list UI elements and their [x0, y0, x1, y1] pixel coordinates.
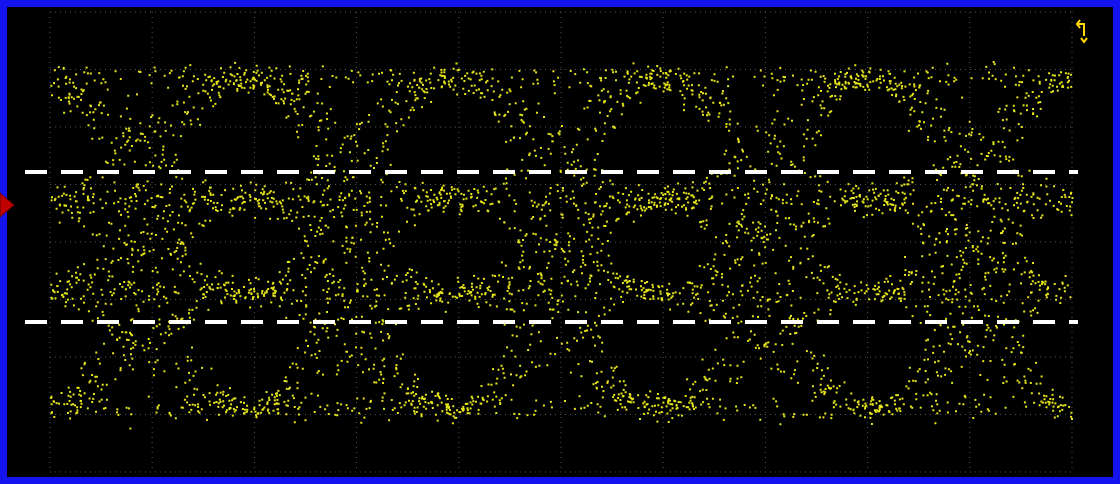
scope-screen — [0, 0, 1120, 484]
page: (() => { JSON.parse(document.getElementB… — [0, 0, 1120, 484]
